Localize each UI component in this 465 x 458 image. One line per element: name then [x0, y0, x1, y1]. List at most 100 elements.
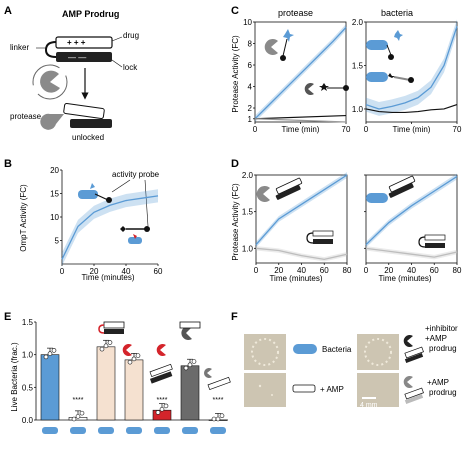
dr-series-line-band — [366, 173, 457, 248]
e-significance: **** — [213, 397, 224, 404]
e-point — [183, 365, 189, 371]
e-prodrug-icon — [103, 321, 125, 329]
cr-series-line — [365, 26, 458, 110]
cleaved-star-icon — [133, 234, 137, 239]
lock-charges: — — — [68, 53, 86, 62]
c-bacteria-icon — [366, 40, 388, 50]
panel-d-right-axes: 0 20 40 60 80 — [364, 174, 462, 275]
cl-ytick-label: 8 — [248, 40, 253, 49]
quencher-icon — [106, 197, 112, 203]
panel-c-label: C — [231, 5, 239, 17]
probe-star-icon — [120, 226, 126, 232]
c-quencher-icon — [280, 55, 286, 61]
e-point — [47, 351, 53, 356]
cl-ytick-label: 1 — [248, 115, 253, 124]
panel-d-left-axes: 1.0 1.5 2.0 0 20 40 60 80 — [242, 171, 352, 275]
f-amp-label: + AMP — [320, 385, 344, 394]
panel-c-left-title: protease — [278, 8, 313, 18]
panel-b-plot — [61, 189, 159, 266]
drug-label: drug — [123, 31, 139, 40]
e-bacteria-row — [42, 427, 226, 434]
dl-ytick-label: 1.0 — [242, 244, 254, 253]
panel-c: C protease bacteria Protease Activity (F… — [231, 5, 462, 134]
e-bar — [96, 346, 116, 421]
d-bacteria-icon — [366, 193, 388, 203]
linker-loop — [44, 41, 57, 58]
dr-xtick-label: 60 — [430, 266, 439, 275]
e-ytick-label: 1.5 — [22, 318, 34, 327]
unlocked-protease-icon — [40, 113, 64, 130]
panel-b-label: B — [4, 158, 12, 170]
linker-label: linker — [10, 43, 29, 52]
panel-c-left-plot — [254, 24, 347, 123]
cl-ytick-label: 10 — [243, 18, 252, 27]
dr-xtick-label: 40 — [407, 266, 416, 275]
activity-probe-label: activity probe — [112, 170, 160, 179]
e-significance: **** — [73, 397, 84, 404]
dl-series-line-2-band — [256, 246, 347, 262]
cl-series-line — [254, 26, 347, 120]
e-point — [155, 410, 161, 415]
unlocked-lock — [70, 119, 112, 128]
b-ytick-label: 20 — [50, 166, 59, 175]
panel-d-left-plot — [255, 172, 348, 262]
e-ytick-label: 0.0 — [22, 416, 34, 425]
e-point — [215, 416, 221, 422]
f-prodrug-label-2: prodrug — [429, 388, 457, 397]
e-point — [163, 403, 169, 409]
b-xtick-label: 20 — [90, 267, 99, 276]
drug-charges: + + + — [67, 38, 86, 47]
d-prodrug-icon — [275, 177, 303, 195]
panel-f-label: F — [231, 311, 238, 323]
dr-series-line-2 — [365, 247, 458, 258]
e-point — [211, 416, 217, 422]
dl-series-line — [255, 174, 348, 246]
cleaved-bacteria-icon — [128, 237, 142, 244]
cl-ytick-label: 4 — [248, 83, 253, 92]
e-bacteria-icon — [42, 427, 58, 434]
panel-d-left-xlabel: Time (minutes) — [269, 274, 322, 283]
e-point — [191, 359, 197, 364]
d-prodrug-icon-3 — [388, 175, 416, 193]
e-point — [135, 353, 141, 358]
c-protease-icon — [264, 39, 278, 55]
f-prodrug-label-1: +AMP — [427, 378, 449, 387]
f-inhibitor-label-2: +AMP — [425, 334, 447, 343]
e-protease-red-icon — [122, 344, 132, 357]
panel-a-label: A — [4, 5, 12, 17]
d-prodrug-icon-2 — [312, 230, 334, 237]
f-inhibitor-label-1: +inhibitor — [425, 324, 458, 333]
dl-xtick-label: 0 — [254, 266, 259, 275]
cl-series-line-2 — [254, 114, 347, 120]
panel-d-right-plot — [365, 173, 458, 260]
e-bacteria-icon — [154, 427, 170, 434]
cr-xtick-label: 70 — [453, 125, 462, 134]
cr-series-line-band — [366, 19, 457, 116]
dl-series-line-2 — [255, 247, 348, 260]
dl-series-line-band — [256, 172, 347, 248]
e-significance: **** — [157, 397, 168, 404]
e-protease-red-icon-2 — [156, 344, 166, 357]
b-series-line — [61, 195, 159, 260]
cr-ytick-label: 1.5 — [352, 61, 364, 70]
e-bar — [180, 365, 200, 421]
protease-icon — [40, 70, 60, 93]
plate-amp — [244, 373, 286, 407]
e-bar — [40, 354, 60, 421]
dl-xtick-label: 40 — [297, 266, 306, 275]
e-ytick-label: 1.0 — [22, 351, 34, 360]
e-bacteria-icon — [126, 427, 142, 434]
panel-b-axes: 5 10 15 20 0 20 40 60 — [50, 166, 163, 276]
b-ytick-label: 5 — [55, 237, 60, 246]
d-protease-icon — [256, 185, 270, 202]
cl-series-line-3 — [254, 118, 347, 123]
e-point — [159, 406, 165, 412]
e-point — [107, 340, 113, 345]
cr-series-line-2 — [365, 104, 458, 114]
dl-xtick-label: 80 — [343, 266, 352, 275]
lock-label: lock — [123, 63, 138, 72]
e-point — [99, 346, 105, 352]
f-bacteria-icon — [293, 344, 317, 354]
protease-label: protease — [10, 112, 42, 121]
